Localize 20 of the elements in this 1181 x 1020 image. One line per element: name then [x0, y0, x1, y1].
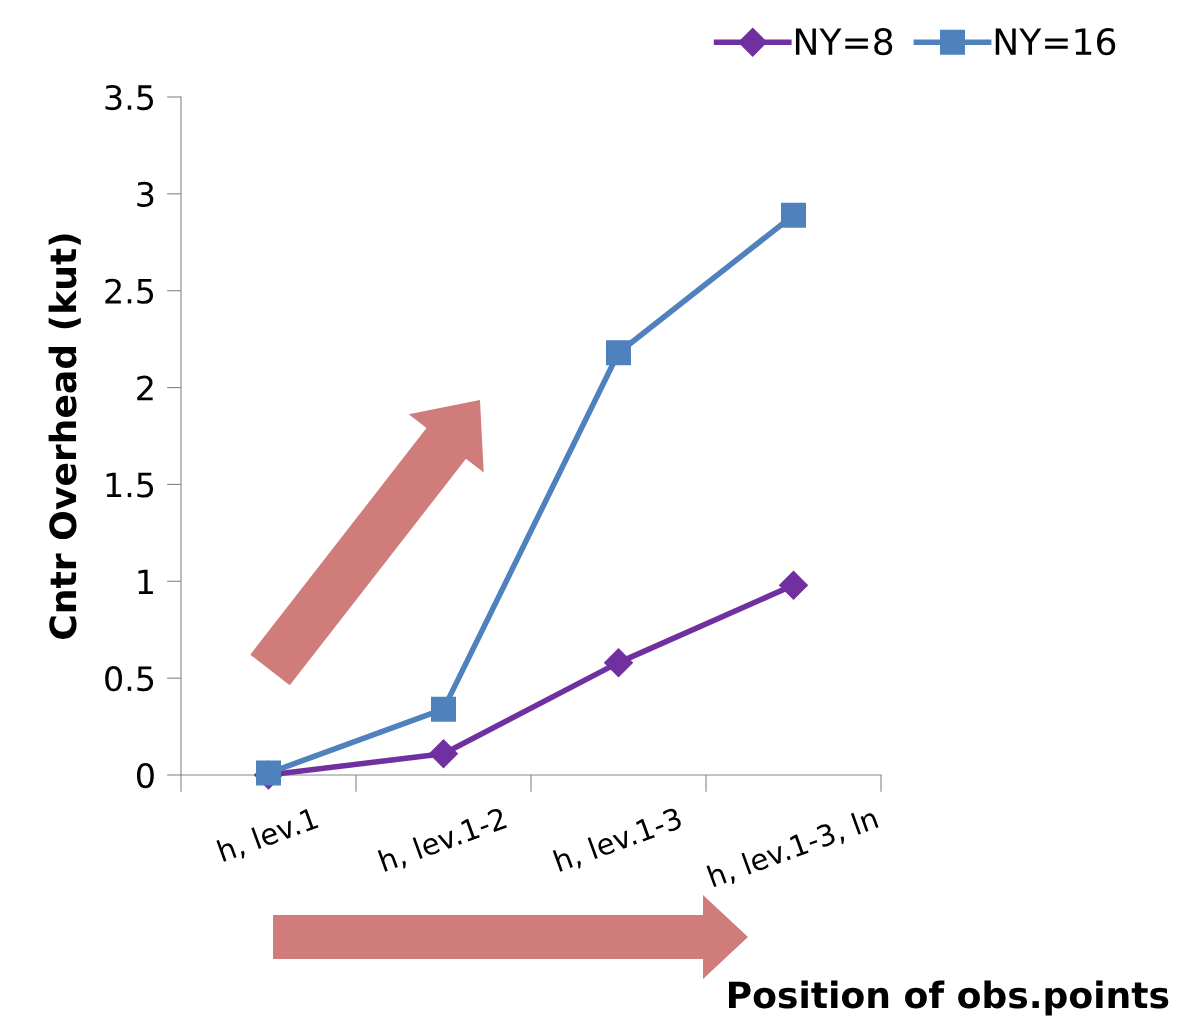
y-tick-label: 1	[138, 569, 153, 594]
y-tick-label: 0	[136, 762, 154, 789]
point	[604, 648, 633, 678]
x-tick-label: h, lev.1	[216, 806, 320, 865]
y-tick-label: 3.5	[105, 84, 154, 111]
y-tick-label: 2	[137, 375, 153, 401]
y-tick-label: 3	[137, 181, 154, 207]
legend-label: NY=16	[995, 28, 1116, 56]
point	[779, 570, 808, 600]
point	[780, 202, 807, 228]
point	[430, 696, 457, 722]
point	[429, 739, 458, 769]
y-tick-label: 0.5	[105, 666, 154, 692]
legend-label: NY=8	[795, 28, 893, 56]
y-axis-title: Cntr Overhead (kut)	[48, 234, 81, 639]
point	[605, 340, 632, 366]
y-tick-label: 2.5	[105, 278, 154, 304]
y-tick-label: 1.5	[106, 472, 154, 498]
x-axis-title: Position of obs.points	[728, 980, 1169, 1016]
point	[255, 760, 282, 786]
